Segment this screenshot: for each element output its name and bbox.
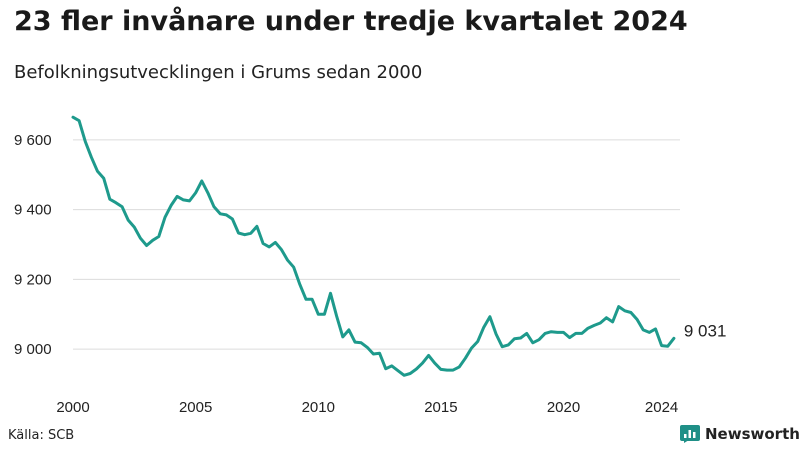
chart-title: 23 fler invånare under tredje kvartalet … — [14, 6, 688, 37]
y-tick-label: 9 200 — [14, 271, 52, 288]
brand-name: Newsworthy — [705, 425, 800, 443]
x-tick-label: 2010 — [302, 399, 335, 416]
x-tick-label: 2015 — [424, 399, 457, 416]
x-axis-tick-labels: 2000 2005 2010 2015 2020 2024 — [56, 399, 678, 416]
y-axis-tick-labels: 9 000 9 200 9 400 9 600 — [14, 132, 52, 358]
x-tick-label: 2000 — [56, 399, 89, 416]
brand-logo[interactable]: Newsworthy — [680, 425, 800, 443]
chart-subtitle: Befolkningsutvecklingen i Grums sedan 20… — [14, 62, 423, 83]
y-tick-label: 9 400 — [14, 202, 52, 219]
y-tick-label: 9 000 — [14, 341, 52, 358]
x-tick-label: 2005 — [179, 399, 212, 416]
bar-chart-logo-icon — [680, 425, 700, 443]
x-tick-label: 2020 — [547, 399, 580, 416]
x-tick-label: 2024 — [645, 399, 678, 416]
series-line — [71, 115, 676, 377]
gridlines — [73, 139, 680, 350]
last-value-label: 9 031 — [684, 321, 727, 340]
y-tick-label: 9 600 — [14, 132, 52, 149]
line-chart: 9 000 9 200 9 400 9 600 2000 2005 2010 2015 202… — [14, 115, 727, 416]
source-label: Källa: SCB — [8, 428, 75, 443]
